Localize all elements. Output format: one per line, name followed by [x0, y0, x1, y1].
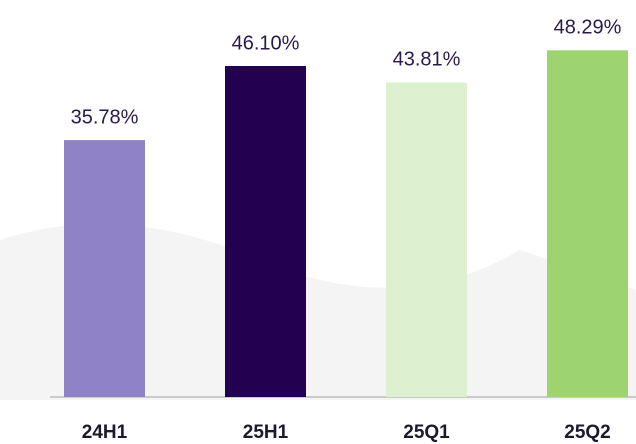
category-label: 25H1: [243, 422, 289, 443]
background-sketch: [0, 224, 636, 400]
category-label: 25Q2: [564, 422, 610, 443]
bar: [547, 50, 628, 397]
value-label: 46.10%: [232, 32, 300, 54]
value-label: 43.81%: [393, 49, 461, 71]
category-label: 25Q1: [403, 422, 450, 443]
value-label: 48.29%: [554, 17, 622, 39]
bar: [386, 82, 467, 397]
bar: [64, 140, 145, 397]
bar: [225, 66, 306, 397]
value-label: 35.78%: [71, 106, 139, 128]
category-label: 24H1: [82, 422, 128, 443]
